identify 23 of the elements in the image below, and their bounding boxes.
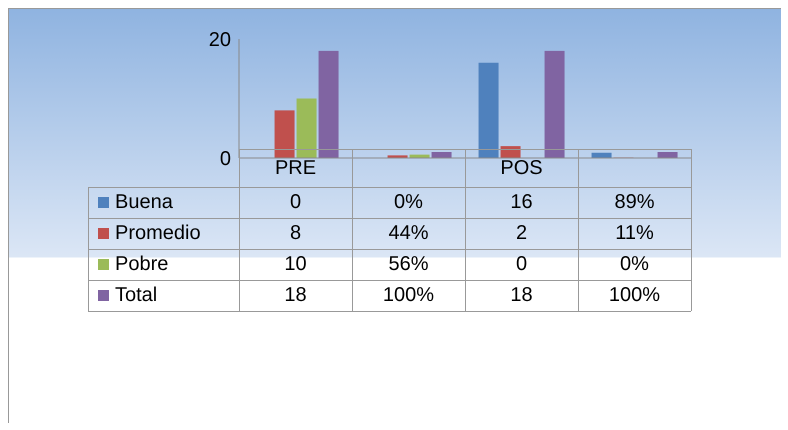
x-tick-label: PRE	[274, 156, 318, 180]
data-label: 56%	[387, 252, 430, 277]
data-label: 16	[509, 190, 534, 215]
legend-label: Total	[114, 283, 158, 308]
data-label: 89%	[613, 190, 656, 215]
data-label: 100%	[382, 283, 436, 308]
data-label: 18	[283, 283, 308, 308]
x-tick-label: POS	[499, 156, 544, 180]
legend-label: Pobre	[114, 252, 170, 277]
data-label: 100%	[608, 283, 662, 308]
legend-label: Promedio	[114, 221, 202, 246]
data-label: 11%	[614, 221, 655, 246]
data-label: 2	[514, 221, 528, 246]
data-label: 0	[288, 190, 302, 215]
data-label: 18	[509, 283, 534, 308]
data-label: 8	[288, 221, 302, 246]
y-tick-label: 20	[208, 29, 231, 52]
data-label: 0%	[393, 190, 424, 215]
data-label: 0	[514, 252, 528, 277]
legend-label: Buena	[114, 190, 174, 215]
data-label: 10	[283, 252, 308, 277]
data-label: 44%	[387, 221, 430, 246]
data-label: 0%	[619, 252, 650, 277]
